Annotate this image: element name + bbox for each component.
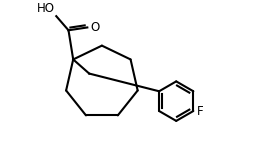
Text: O: O (91, 21, 100, 34)
Text: HO: HO (37, 2, 55, 15)
Text: F: F (197, 105, 203, 117)
